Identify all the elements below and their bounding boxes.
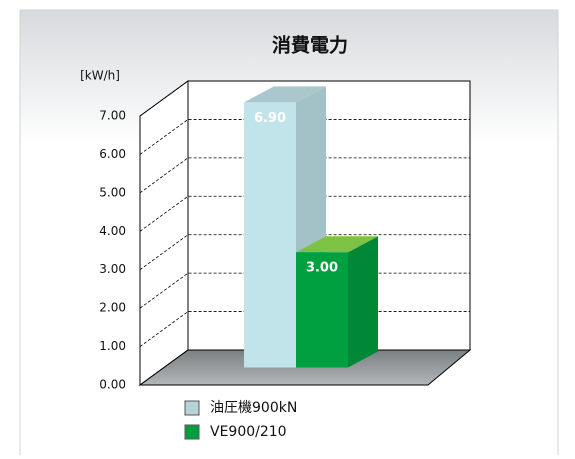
legend-label: VE900/210 xyxy=(210,424,287,440)
legend-swatch xyxy=(184,424,200,440)
grid-line xyxy=(139,157,470,194)
y-tick-label: 3.00 xyxy=(99,262,126,276)
grid-line xyxy=(139,195,470,232)
bar-side xyxy=(348,236,378,368)
y-tick-label: 4.00 xyxy=(99,224,126,238)
bar xyxy=(296,252,348,368)
y-tick-label: 1.00 xyxy=(99,339,126,353)
grid-line xyxy=(139,119,470,155)
bar xyxy=(244,102,296,368)
y-tick-label: 2.00 xyxy=(99,301,126,315)
y-axis-label: [kW/h] xyxy=(80,69,120,83)
grid-line xyxy=(139,234,470,271)
chart-title: 消費電力 xyxy=(272,34,348,57)
value-label: 3.00 xyxy=(306,261,338,276)
y-tick-label: 6.00 xyxy=(99,147,126,161)
bar-top xyxy=(296,236,378,253)
grid-line xyxy=(139,80,470,117)
legend-swatch xyxy=(184,400,200,416)
value-label: 6.90 xyxy=(254,111,286,126)
y-tick-label: 5.00 xyxy=(99,185,126,199)
bar-top xyxy=(244,86,326,103)
y-tick-label: 7.00 xyxy=(99,109,126,123)
left-wall xyxy=(139,80,189,386)
y-tick-label: 0.00 xyxy=(99,378,126,392)
legend-label: 油圧機900kN xyxy=(210,400,297,416)
